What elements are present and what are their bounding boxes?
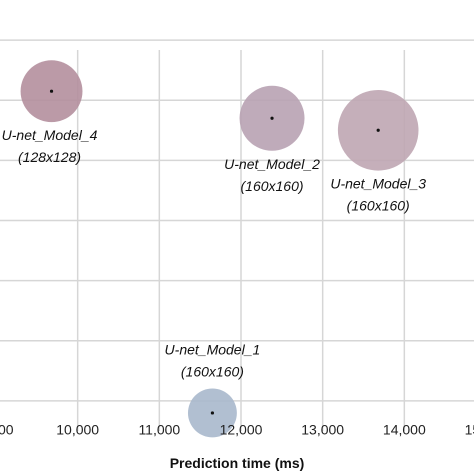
x-axis-label: Prediction time (ms) <box>170 455 305 471</box>
bubble-center-dot <box>49 89 54 93</box>
bubble-label-name: U-net_Model_1 <box>165 342 261 358</box>
bubble-center-dot <box>376 128 380 132</box>
x-tick-label: 11,000 <box>138 422 180 438</box>
bubble-label-size: (160x160) <box>181 364 244 380</box>
x-tick-label: 13,000 <box>301 422 344 438</box>
bubble-center-dot <box>210 411 215 415</box>
bubble-label-name: U-net_Model_4 <box>2 127 98 143</box>
bubbles <box>20 60 419 438</box>
bubble-label-size: (160x160) <box>347 198 410 214</box>
bubble-label-name: U-net_Model_2 <box>224 156 320 172</box>
bubble-labels: U-net_Model_1 (160x160) U-net_Model_2 (160x… <box>2 127 427 379</box>
bubble-label-name: U-net_Model_3 <box>330 176 426 192</box>
x-tick-label: 10,000 <box>56 422 99 438</box>
bubble-label-size: (128x128) <box>18 149 81 165</box>
x-tick-labels: 9,000 10,000 11,000 12,000 13,000 14,000 15,00… <box>0 422 474 438</box>
x-tick-label: 9,000 <box>0 422 14 438</box>
x-tick-label: 12,000 <box>220 422 263 438</box>
bubble-center-dot <box>270 116 274 120</box>
x-tick-label: 14,000 <box>383 422 426 438</box>
x-tick-label: 15,000 <box>465 422 474 438</box>
bubble-label-size: (160x160) <box>241 178 304 194</box>
